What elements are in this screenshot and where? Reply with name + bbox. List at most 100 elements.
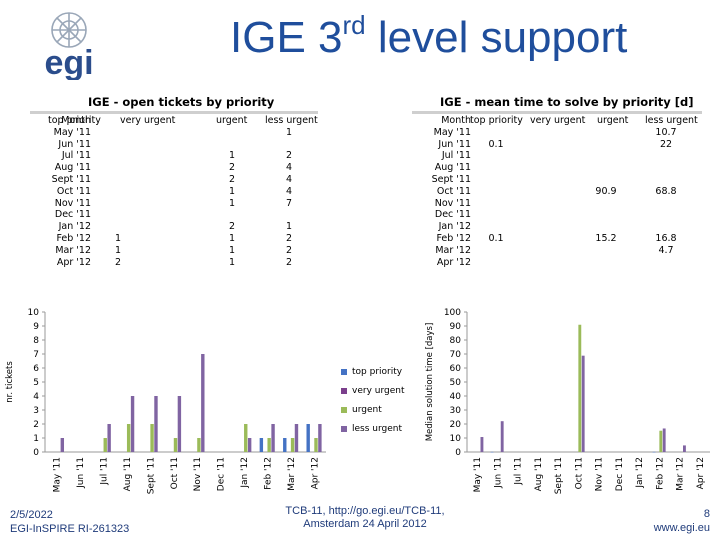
table-row-month: Jan '12 [438,221,471,233]
footer-center: TCB-11, http://go.egi.eu/TCB-11, Amsterd… [285,505,445,531]
footer-date: 2/5/2022 [10,509,53,521]
table-cell: 1 [228,197,236,209]
legend-label: urgent [352,405,382,415]
tickets-chart-x-tick-label: Apr '12 [310,457,320,489]
solve-time-chart-x-tick-label: Jun '11 [493,457,503,489]
tickets-chart-y-tick-label: 6 [33,364,39,374]
footer-page-number: 8 [703,508,710,520]
table-header: less urgent [265,115,318,126]
legend-swatch [341,368,347,375]
tickets-chart-bar [201,354,205,452]
table-cell: 7 [285,197,293,209]
table-row-month: Feb '12 [56,233,91,244]
table-header: top priority [470,115,523,126]
table-cell: 2 [285,233,293,244]
solve-time-chart-bar [578,324,582,452]
legend-swatch [341,425,347,432]
table-cell: 1 [285,126,293,138]
table-cell: 1 [228,185,236,197]
tickets-chart-y-tick-label: 5 [33,378,39,388]
tickets-chart-y-tick-label: 0 [33,448,39,458]
table-row-month: Aug '11 [54,162,91,174]
tickets-chart-x-tick-label: Oct '11 [170,457,180,489]
table-row-month: May '11 [53,126,91,138]
table-cell: 2 [285,244,293,256]
tickets-chart-y-tick-label: 10 [28,308,40,318]
tickets-chart-bar [283,438,287,452]
table-cell: 90.9 [595,185,617,197]
svg-text:egi: egi [44,44,93,80]
table-cell: 0.1 [488,138,504,150]
title-rest: level support [365,13,628,62]
table-header: very urgent [530,115,586,126]
table-row-month: Jun '11 [58,138,91,150]
page-title: IGE 3rd level support [230,10,627,63]
tickets-chart-bar [126,424,131,452]
legend-item: very urgent [341,386,404,396]
tickets-chart-y-tick-label: 7 [33,350,39,360]
legend-label: very urgent [352,386,405,396]
table-row-month: Jun '11 [438,138,471,150]
solve-time-chart-y-tick-label: 20 [450,420,462,430]
table-row-month: Dec '11 [434,209,471,221]
table-cell: 1 [285,221,293,233]
table-row-month: Sept '11 [431,174,471,185]
table-header: very urgent [120,115,176,126]
tickets-chart-y-tick-label: 3 [33,406,39,416]
table-cell: 1 [228,256,236,268]
table-header: Month [61,115,91,126]
legend-item: less urgent [341,424,402,434]
solve-time-chart-x-tick-label: Aug '11 [534,457,544,491]
table-row-month: Jul '11 [441,150,471,162]
tickets-chart-bar [60,438,65,452]
tickets-chart-x-tick-label: Feb '12 [263,457,273,490]
table-cell: 4 [285,174,293,185]
table-cell: 0.1 [488,233,504,244]
solve-time-chart-bar [659,430,663,452]
tickets-chart-bar [103,438,107,452]
solve-time-chart-y-tick-label: 30 [450,406,462,416]
table-cell: 2 [228,174,236,185]
tickets-chart-bar [173,438,178,452]
table-row-month: Dec '11 [54,209,91,221]
solve-time-chart-x-tick-label: Apr '12 [696,457,706,489]
tickets-chart-bar [259,438,264,452]
table-row-month: Jul '11 [61,150,91,162]
solve-time-chart-bar [480,437,484,452]
solve-time-chart-x-tick-label: Sept '11 [554,457,564,494]
tickets-chart-x-tick-label: Jun '11 [76,457,86,489]
tickets-chart-y-tick-label: 4 [33,392,39,402]
table-row-month: Aug '11 [434,162,471,174]
right-table-title: IGE - mean time to solve by priority [d] [440,95,694,109]
table-cell: 4.7 [658,244,674,256]
tickets-chart-bar [197,438,201,452]
table-row-month: Oct '11 [56,185,91,197]
legend-swatch [341,387,347,394]
solve-time-chart-y-tick-label: 50 [450,378,462,388]
table-header: urgent [216,115,248,126]
tickets-chart-y-tick-label: 8 [33,336,39,346]
table-row-month: Mar '12 [435,244,471,256]
table-cell: 2 [228,162,236,174]
solve-time-chart-y-tick-label: 10 [450,434,462,444]
table-cell: 1 [114,233,122,244]
solve-time-chart-bar [581,355,585,452]
solve-time-chart-x-tick-label: Jul '11 [514,457,524,486]
legend-item: top priority [341,367,402,377]
table-row-month: Nov '11 [54,197,91,209]
tickets-chart-y-tick-label: 1 [33,434,39,444]
table-row-month: Oct '11 [436,185,471,197]
left-table-underline [30,111,318,114]
title-superscript: rd [342,10,366,40]
table-row-month: Mar '12 [55,244,91,256]
solve-time-chart-y-tick-label: 60 [450,364,462,374]
solve-time-chart-bar [500,421,504,452]
tickets-chart-y-tick-label: 9 [33,322,39,332]
tickets-chart-bar [314,438,318,452]
title-main: IGE 3 [230,13,343,62]
solve-time-chart-x-tick-label: Dec '11 [615,457,625,491]
egi-logo: egi [14,6,124,82]
table-cell: 1 [114,244,122,256]
table-cell: 22 [659,138,673,150]
